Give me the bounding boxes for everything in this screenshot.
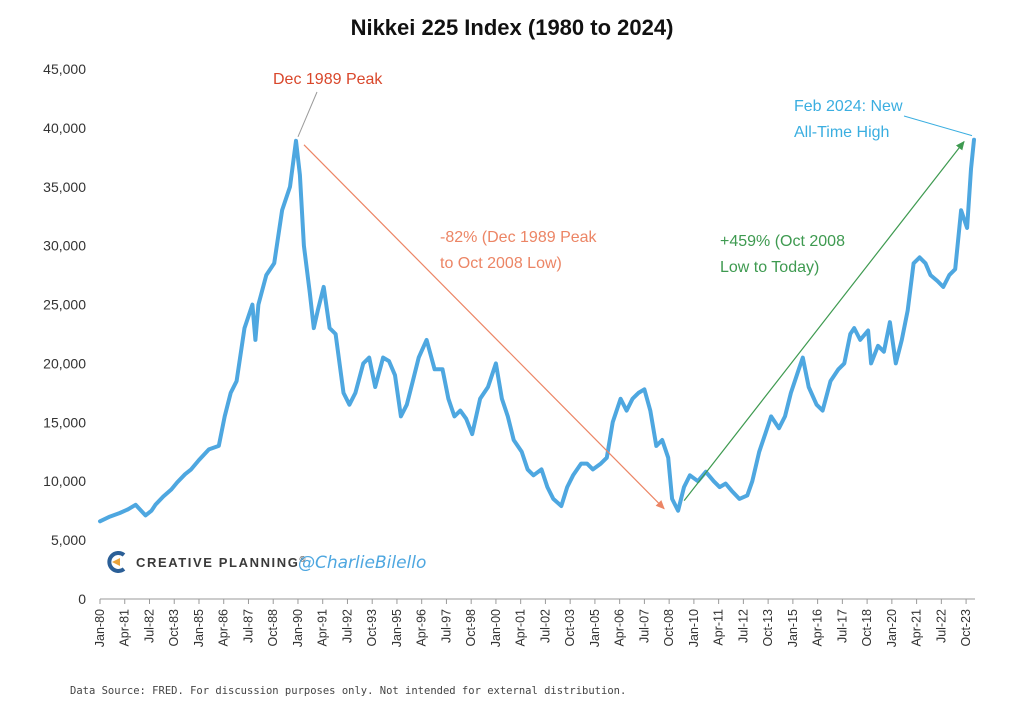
- new-high-leader-line: [903, 115, 973, 137]
- x-tick-label: Jan-05: [588, 609, 602, 647]
- annotation-new-high-line1: Feb 2024: New: [794, 98, 903, 115]
- x-tick-label: Jul-92: [340, 609, 354, 643]
- x-tick-label: Oct-83: [167, 609, 181, 647]
- x-tick-label: Apr-16: [811, 609, 825, 647]
- x-tick-label: Jan-15: [786, 609, 800, 647]
- brand-watermark: CREATIVE PLANNING® @CharlieBilello: [107, 551, 426, 573]
- x-tick-label: Apr-06: [613, 609, 627, 647]
- x-tick-label: Apr-91: [316, 609, 330, 647]
- brand-handle: @CharlieBilello: [298, 553, 426, 573]
- annotation-new-high-line2: All-Time High: [794, 124, 889, 141]
- y-tick-label: 40,000: [43, 120, 86, 136]
- x-tick-label: Apr-01: [514, 609, 528, 647]
- annotation-rise-line1: +459% (Oct 2008: [720, 233, 845, 250]
- rise-arrow: [683, 140, 965, 502]
- peak-leader-line: [297, 91, 318, 138]
- chart-title: Nikkei 225 Index (1980 to 2024): [351, 15, 674, 40]
- x-tick-label: Jan-90: [291, 609, 305, 647]
- data-source-note: Data Source: FRED. For discussion purpos…: [70, 685, 626, 697]
- x-tick-label: Jul-87: [241, 609, 255, 643]
- x-tick-label: Oct-13: [761, 609, 775, 647]
- x-tick-label: Oct-03: [563, 609, 577, 647]
- x-tick-label: Jul-12: [736, 609, 750, 643]
- x-tick-label: Jul-22: [934, 609, 948, 643]
- x-tick-label: Jan-80: [93, 609, 107, 647]
- x-tick-label: Jul-07: [637, 609, 651, 643]
- creative-planning-logo-icon: [107, 551, 126, 573]
- y-tick-label: 45,000: [43, 61, 86, 77]
- annotation-decline-line2: to Oct 2008 Low): [440, 255, 562, 272]
- y-tick-label: 35,000: [43, 179, 86, 195]
- x-tick-label: Apr-11: [712, 609, 726, 646]
- x-axis: Jan-80 Apr-81 Jul-82 Oct-83 Jan-85 Apr-86 Jul-…: [93, 598, 975, 647]
- y-tick-label: 5,000: [51, 532, 86, 548]
- x-tick-label: Apr-81: [118, 609, 132, 647]
- y-tick-label: 25,000: [43, 297, 86, 313]
- x-tick-label: Oct-18: [860, 609, 874, 647]
- x-tick-label: Oct-08: [662, 609, 676, 647]
- x-tick-label: Jul-17: [835, 609, 849, 643]
- x-tick-label: Oct-23: [959, 609, 973, 647]
- annotation-peak: Dec 1989 Peak: [273, 71, 383, 88]
- x-tick-label: Jan-00: [489, 609, 503, 647]
- y-tick-label: 20,000: [43, 355, 86, 371]
- annotation-rise-line2: Low to Today): [720, 259, 819, 276]
- x-tick-label: Jan-85: [192, 609, 206, 647]
- x-tick-label: Jul-97: [439, 609, 453, 643]
- x-tick-label: Jan-20: [885, 609, 899, 647]
- x-tick-label: Jan-10: [687, 609, 701, 647]
- y-tick-label: 15,000: [43, 414, 86, 430]
- y-tick-label: 30,000: [43, 238, 86, 254]
- x-tick-label: Apr-21: [910, 609, 924, 647]
- annotation-decline-line1: -82% (Dec 1989 Peak: [440, 229, 598, 246]
- x-tick-label: Jul-02: [538, 609, 552, 643]
- y-axis: 0 5,000 10,000 15,000 20,000 25,000 30,000 35,0…: [43, 61, 86, 607]
- x-tick-label: Jul-82: [142, 609, 156, 643]
- y-tick-label: 0: [78, 591, 86, 607]
- x-tick-label: Jan-95: [390, 609, 404, 647]
- x-tick-label: Oct-98: [464, 609, 478, 647]
- brand-company-name: CREATIVE PLANNING®: [136, 555, 307, 570]
- x-tick-label: Apr-86: [217, 609, 231, 647]
- series-line-nikkei-225: [98, 137, 976, 524]
- x-tick-label: Oct-88: [266, 609, 280, 647]
- x-tick-label: Apr-96: [415, 609, 429, 647]
- decline-arrow: [303, 144, 665, 510]
- y-tick-label: 10,000: [43, 473, 86, 489]
- x-tick-label: Oct-93: [365, 609, 379, 647]
